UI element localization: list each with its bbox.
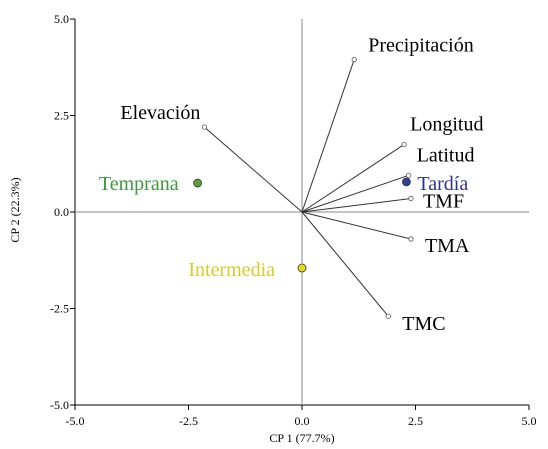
x-axis-title: CP 1 (77.7%) [269,431,334,445]
vector-line [204,126,303,213]
group-label: Intermedia [188,259,275,281]
vector-endpoint [408,236,414,242]
vector-line [301,174,409,213]
group-label: Temprana [99,173,179,195]
y-tick-label: 2.5 [54,109,69,123]
vector-line [301,144,405,213]
x-tick-label: 5.0 [522,414,537,428]
x-ticks: -5.0 -2.5 0.0 2.5 5.0 [66,405,537,428]
vector-label: Latitud [417,144,475,166]
vector-label: TMC [402,313,445,335]
vector-label: Longitud [410,113,483,135]
x-tick-label: -2.5 [179,414,198,428]
vector-label: TMA [425,235,470,257]
group-points: Temprana Tardía Intermedia [99,173,468,281]
vector-endpoint [385,313,391,319]
vector-line [301,211,412,240]
vector-line [301,211,389,317]
vector-label: Elevación [120,102,200,124]
y-tick-label: -5.0 [50,398,69,412]
x-tick-label: 2.5 [408,414,423,428]
x-tick-label: 0.0 [295,414,310,428]
group-point [402,177,411,187]
loading-vectors: Precipitación Elevación Longitud Latitud TMF… [120,35,483,336]
vector-label: TMF [423,190,464,212]
x-tick-label: -5.0 [66,414,85,428]
group-point [297,263,307,273]
y-tick-label: 0.0 [54,205,69,219]
vector-line [301,197,412,213]
vector-endpoint [408,195,414,202]
y-ticks: -5.0 -2.5 0.0 2.5 5.0 [50,12,75,412]
y-axis-title: CP 2 (22.3%) [8,177,22,242]
vector-line [301,59,355,213]
group-label: Tardía [417,173,468,195]
vector-endpoint [351,56,357,63]
vector-label: Precipitación [368,35,474,57]
vector-endpoint [406,172,412,178]
vector-endpoint [201,124,207,130]
y-tick-label: 5.0 [54,12,69,26]
y-tick-label: -2.5 [50,302,69,316]
vector-endpoint [401,141,407,148]
group-point [193,178,202,188]
